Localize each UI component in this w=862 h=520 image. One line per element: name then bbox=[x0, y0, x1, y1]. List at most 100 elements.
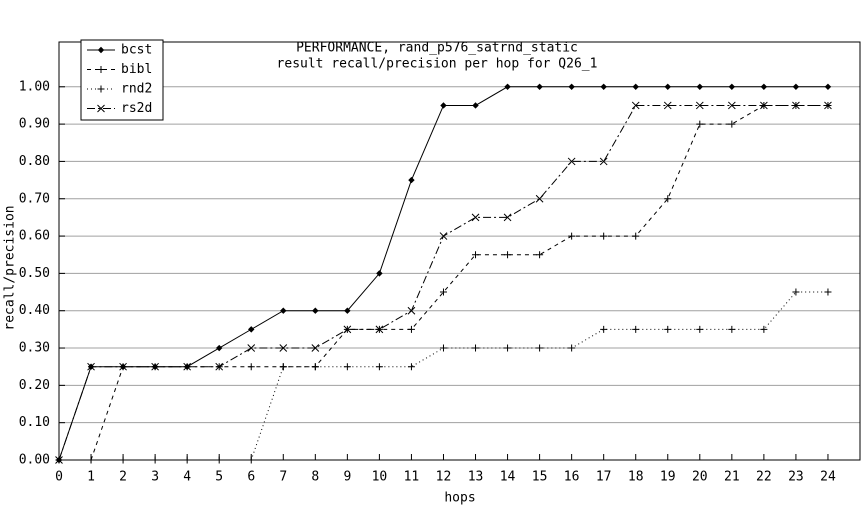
marker bbox=[568, 83, 575, 90]
y-tick-label: 0.30 bbox=[19, 341, 50, 356]
marker bbox=[664, 325, 672, 333]
series-line bbox=[58, 104, 828, 461]
x-tick-label: 5 bbox=[215, 470, 223, 485]
marker bbox=[344, 307, 351, 314]
series-line bbox=[59, 291, 828, 461]
marker bbox=[824, 83, 832, 90]
marker bbox=[504, 251, 512, 259]
legend-label: bibl bbox=[121, 62, 152, 77]
marker bbox=[408, 176, 415, 184]
x-tick-label: 15 bbox=[532, 470, 548, 485]
x-tick-label: 17 bbox=[596, 470, 612, 485]
marker bbox=[119, 362, 127, 371]
y-tick-label: 0.10 bbox=[19, 415, 50, 430]
marker bbox=[215, 362, 224, 371]
marker bbox=[568, 344, 576, 352]
marker bbox=[792, 83, 800, 90]
plot-frame bbox=[58, 41, 861, 461]
marker bbox=[632, 325, 640, 333]
y-tick-label: 0.20 bbox=[19, 378, 50, 393]
marker bbox=[279, 363, 287, 371]
x-tick-label: 3 bbox=[151, 470, 159, 485]
marker bbox=[631, 101, 640, 110]
marker bbox=[696, 120, 704, 128]
x-tick-label: 8 bbox=[311, 470, 319, 485]
marker bbox=[87, 456, 95, 464]
marker bbox=[504, 83, 511, 90]
x-tick-label: 2 bbox=[119, 470, 127, 485]
y-tick-label: 0.50 bbox=[19, 266, 50, 281]
marker bbox=[632, 232, 640, 240]
marker bbox=[472, 102, 479, 109]
marker bbox=[632, 83, 639, 90]
marker bbox=[760, 325, 768, 333]
x-tick-label: 7 bbox=[279, 470, 287, 485]
x-tick-label: 19 bbox=[660, 470, 676, 485]
x-tick-label: 16 bbox=[564, 470, 580, 485]
marker bbox=[728, 120, 736, 128]
marker bbox=[472, 251, 480, 259]
marker bbox=[343, 363, 351, 371]
chart-title: PERFORMANCE, rand_p576_satrnd_static bbox=[296, 41, 578, 56]
marker bbox=[600, 83, 607, 90]
marker bbox=[97, 104, 105, 113]
marker bbox=[824, 288, 832, 296]
marker bbox=[375, 363, 383, 371]
x-tick-label: 4 bbox=[183, 470, 191, 485]
marker bbox=[151, 456, 159, 464]
y-tick-label: 0.70 bbox=[19, 191, 50, 206]
marker bbox=[215, 344, 223, 352]
x-tick-label: 13 bbox=[468, 470, 484, 485]
marker bbox=[536, 83, 543, 90]
marker bbox=[343, 325, 352, 334]
marker bbox=[535, 194, 544, 203]
marker bbox=[279, 344, 288, 352]
marker bbox=[600, 325, 608, 333]
x-tick-label: 6 bbox=[247, 470, 255, 485]
legend-label: rnd2 bbox=[121, 82, 152, 97]
marker bbox=[439, 344, 447, 352]
marker bbox=[183, 362, 192, 371]
marker bbox=[407, 306, 416, 315]
marker bbox=[55, 456, 63, 464]
legend-box bbox=[80, 39, 164, 121]
marker bbox=[311, 363, 319, 371]
x-tick-label: 22 bbox=[756, 470, 772, 485]
x-tick-label: 0 bbox=[55, 470, 63, 485]
marker bbox=[440, 102, 447, 109]
y-tick-label: 1.00 bbox=[19, 79, 50, 94]
x-tick-label: 23 bbox=[788, 470, 804, 485]
marker bbox=[664, 83, 671, 90]
marker bbox=[151, 362, 159, 371]
marker bbox=[280, 307, 287, 314]
x-tick-label: 20 bbox=[692, 470, 708, 485]
marker bbox=[375, 325, 384, 334]
marker bbox=[504, 344, 512, 352]
x-tick-label: 9 bbox=[343, 470, 351, 485]
x-tick-label: 12 bbox=[436, 470, 452, 485]
marker bbox=[247, 456, 255, 464]
marker bbox=[376, 270, 383, 277]
marker bbox=[664, 195, 672, 203]
chart-subtitle: result recall/precision per hop for Q26_… bbox=[277, 57, 598, 72]
marker bbox=[567, 157, 576, 166]
y-tick-label: 0.90 bbox=[19, 117, 50, 132]
marker bbox=[97, 85, 105, 93]
marker bbox=[97, 46, 105, 54]
marker bbox=[503, 213, 512, 222]
x-tick-label: 1 bbox=[87, 470, 95, 485]
marker bbox=[728, 83, 736, 90]
marker bbox=[792, 101, 800, 110]
legend-label: rs2d bbox=[121, 101, 152, 116]
y-tick-label: 0.80 bbox=[19, 154, 50, 169]
marker bbox=[439, 288, 447, 296]
marker bbox=[471, 213, 480, 222]
marker bbox=[728, 325, 736, 333]
marker bbox=[568, 232, 576, 240]
marker bbox=[407, 325, 415, 333]
marker bbox=[696, 325, 704, 333]
legend-label: bcst bbox=[121, 43, 152, 58]
marker bbox=[760, 101, 768, 110]
